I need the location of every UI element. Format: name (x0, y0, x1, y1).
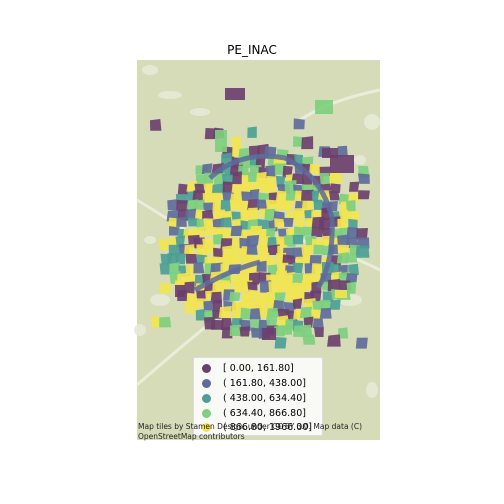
district-polygon (311, 227, 323, 237)
district-polygon (255, 299, 268, 309)
district-polygon (248, 290, 259, 300)
district-polygon (346, 253, 358, 262)
district-polygon (284, 201, 294, 211)
district-polygon (246, 235, 259, 247)
district-polygon (175, 253, 186, 264)
district-polygon (309, 164, 321, 174)
district-polygon (219, 306, 232, 318)
district-polygon (358, 190, 370, 199)
district-polygon (275, 337, 287, 348)
district-polygon (159, 238, 168, 250)
legend-swatch (202, 394, 211, 403)
district-polygon (294, 118, 305, 129)
district-polygon (276, 190, 287, 201)
district-polygon (225, 88, 245, 100)
district-polygon (178, 184, 188, 195)
legend-item: ( 634.40, 866.80] (202, 406, 306, 420)
district-polygon (330, 155, 354, 173)
district-polygon (247, 126, 257, 137)
district-polygon (274, 218, 284, 227)
district-polygon (160, 263, 171, 274)
district-polygon (337, 218, 347, 228)
district-polygon (313, 318, 324, 328)
legend-label: [ 0.00, 161.80] (223, 363, 294, 374)
district-polygon (159, 283, 171, 293)
district-polygon (239, 326, 250, 336)
district-polygon (293, 263, 303, 273)
district-polygon (293, 208, 305, 218)
district-polygon (300, 307, 312, 318)
district-polygon (313, 245, 323, 255)
district-polygon (240, 308, 251, 320)
district-polygon (262, 328, 276, 340)
district-polygon (202, 163, 212, 174)
district-polygon (329, 191, 340, 201)
district-polygon (159, 317, 171, 328)
district-polygon (337, 146, 347, 157)
district-polygon (247, 244, 258, 254)
district-polygon (150, 119, 161, 131)
district-polygon (250, 189, 259, 200)
district-polygon (327, 334, 341, 346)
district-polygon (301, 136, 313, 149)
legend-label: ( 438.00, 634.40] (223, 393, 306, 404)
district-polygon (315, 100, 333, 114)
legend-item: [ 0.00, 161.80] (202, 361, 294, 375)
district-polygon (193, 262, 204, 273)
district-polygon (223, 181, 234, 192)
district-polygon (282, 324, 293, 335)
district-polygon (320, 173, 331, 184)
district-polygon (250, 308, 261, 319)
district-polygon (231, 137, 242, 146)
district-polygon (356, 338, 368, 349)
district-polygon (221, 280, 232, 289)
district-polygon (335, 290, 347, 298)
district-polygon (186, 254, 197, 264)
district-polygon (196, 309, 205, 321)
district-polygon (215, 130, 227, 152)
district-polygon (175, 285, 185, 297)
district-polygon (320, 308, 332, 319)
district-polygon (229, 292, 240, 302)
map-attribution: Map tiles by Stamen Design, under CC BY … (138, 422, 378, 442)
district-polygon (314, 327, 324, 337)
district-polygon (284, 218, 294, 227)
legend-item: ( 438.00, 634.40] (202, 391, 306, 405)
legend-item: ( 161.80, 438.00] (202, 376, 306, 390)
legend-label: ( 634.40, 866.80] (223, 408, 306, 419)
district-polygon (330, 300, 341, 310)
district-polygon (213, 248, 224, 258)
district-polygon (221, 217, 232, 227)
district-polygon (266, 308, 279, 318)
district-polygon (293, 298, 302, 309)
district-polygon (278, 281, 287, 292)
legend-swatch (202, 364, 211, 373)
district-polygon (176, 217, 186, 227)
district-polygon (248, 208, 258, 220)
district-polygon (303, 227, 313, 236)
district-polygon (293, 235, 303, 244)
legend-swatch (202, 409, 211, 418)
district-polygon (184, 302, 196, 314)
legend-label: ( 161.80, 438.00] (223, 378, 306, 389)
district-polygon (232, 171, 242, 184)
district-polygon (303, 335, 316, 345)
district-polygon (330, 172, 343, 184)
district-polygon (356, 245, 370, 257)
legend-swatch (202, 379, 211, 388)
district-polygon (358, 173, 370, 183)
district-polygon (349, 182, 359, 192)
